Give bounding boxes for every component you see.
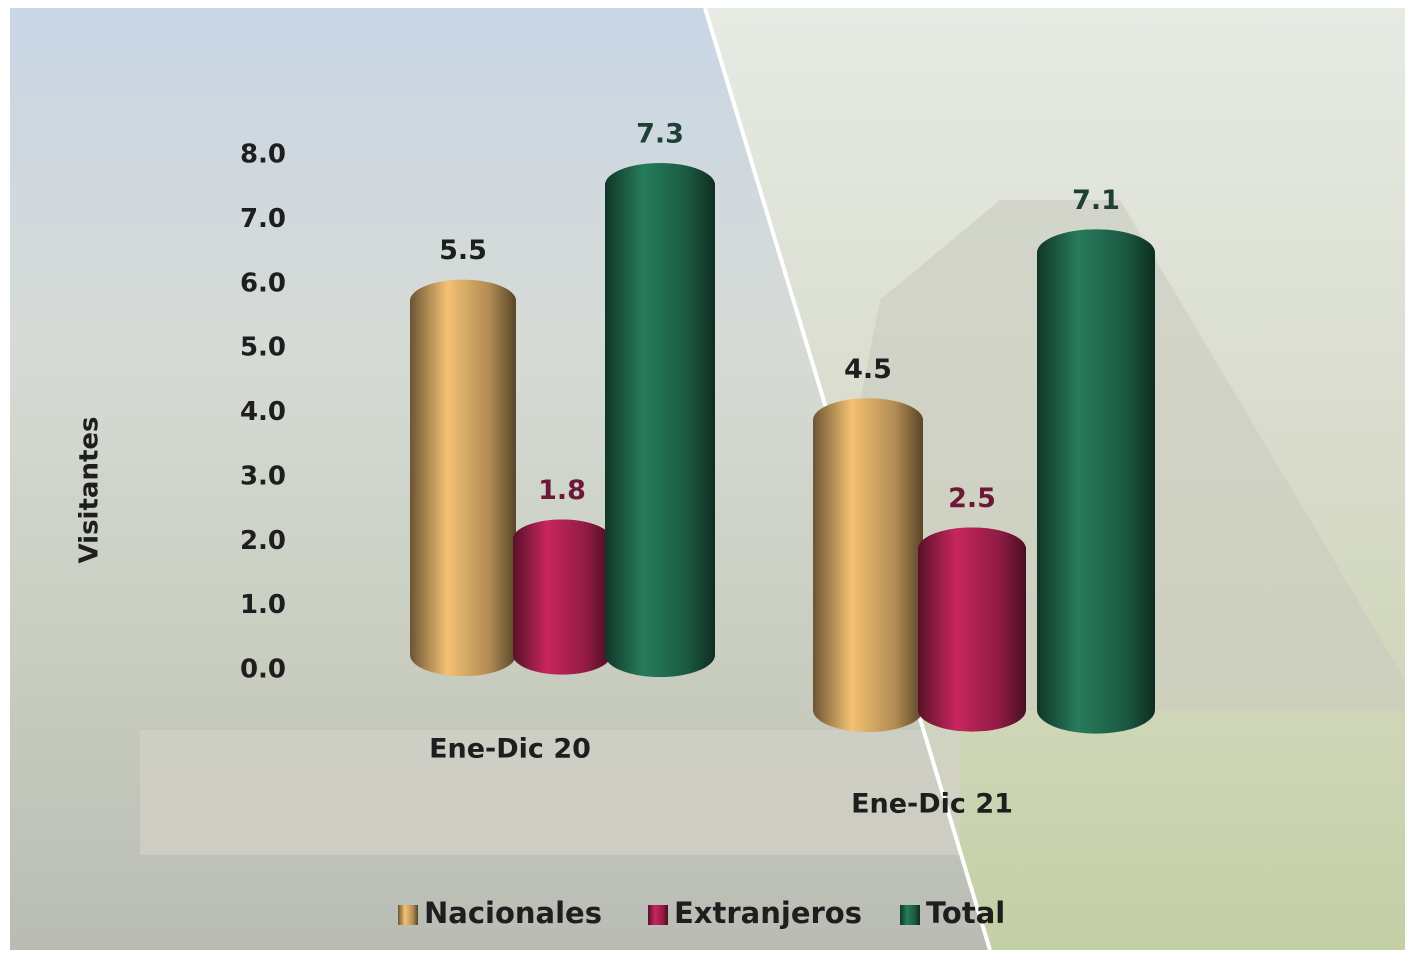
x-tick-label: Ene-Dic 20 — [429, 734, 591, 765]
legend-swatch — [900, 905, 920, 925]
cylinder-cap — [513, 520, 611, 559]
y-tick-label: 0.0 — [240, 655, 286, 685]
y-tick-label: 5.0 — [240, 333, 286, 363]
value-label: 1.8 — [538, 475, 586, 506]
y-tick-label: 8.0 — [240, 140, 286, 170]
value-label: 4.5 — [844, 354, 892, 385]
y-tick-label: 6.0 — [240, 268, 286, 298]
cylinder — [1037, 229, 1155, 733]
cylinder — [813, 398, 923, 732]
y-axis-title: Visitantes — [75, 417, 105, 564]
value-label: 7.3 — [636, 119, 684, 150]
legend-label: Extranjeros — [674, 896, 862, 930]
y-tick-label: 3.0 — [240, 461, 286, 491]
legend-label: Nacionales — [424, 896, 602, 930]
legend-label: Total — [926, 896, 1005, 930]
cylinder — [410, 280, 516, 676]
legend-swatch — [648, 905, 668, 925]
x-tick-label: Ene-Dic 21 — [851, 789, 1013, 820]
y-tick-label: 4.0 — [240, 397, 286, 427]
y-tick-label: 7.0 — [240, 204, 286, 234]
value-label: 2.5 — [948, 483, 996, 514]
chart: Visitantes 0.0 1.0 2.0 3.0 4.0 5.0 6.0 7.0 8.0 5.… — [0, 0, 1413, 953]
cylinder-cap — [1037, 229, 1155, 276]
cylinder-cap — [813, 398, 923, 442]
legend-swatch — [398, 905, 418, 925]
cylinder-cap — [410, 280, 516, 322]
y-tick-label: 2.0 — [240, 526, 286, 556]
y-tick-label: 1.0 — [240, 590, 286, 620]
cylinder — [605, 163, 715, 677]
cylinder-cap — [918, 527, 1026, 570]
value-label: 5.5 — [439, 235, 487, 266]
value-label: 7.1 — [1072, 185, 1120, 216]
cylinder-cap — [605, 163, 715, 207]
